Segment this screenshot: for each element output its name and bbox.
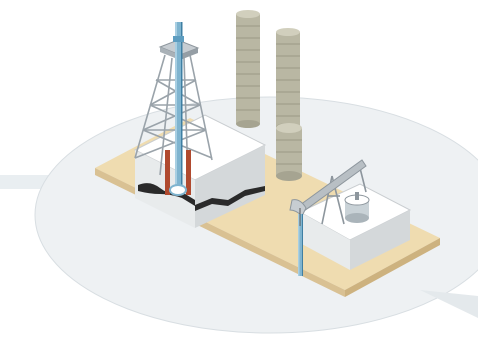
storage-tank-icon	[344, 192, 370, 223]
pump-jack-icon	[289, 159, 367, 276]
chimney-icon	[276, 123, 302, 181]
drilling-rig-icon	[134, 22, 213, 196]
chimney-icon	[276, 28, 300, 131]
chimney-icon	[236, 10, 260, 128]
disc-tail	[420, 290, 478, 318]
